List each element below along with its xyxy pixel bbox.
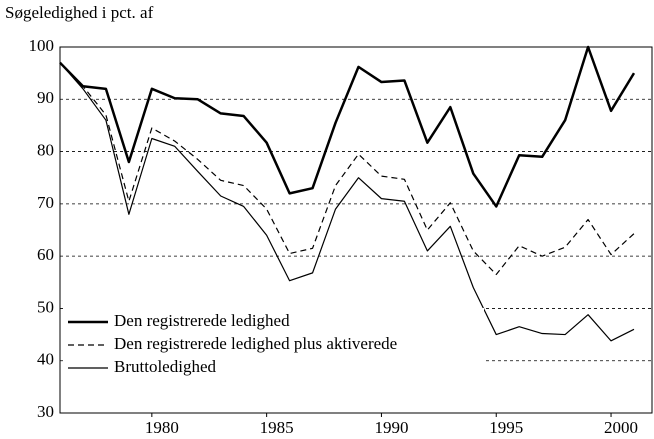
x-tick-label: 2000: [604, 418, 638, 437]
legend-label: Bruttoledighed: [114, 357, 216, 376]
y-tick-label: 40: [37, 350, 54, 369]
series-line: [59, 45, 636, 208]
y-tick-label: 70: [37, 193, 54, 212]
y-axis-label: Søgeledighed i pct. af: [5, 3, 154, 22]
x-tick-label: 1985: [260, 418, 294, 437]
x-tick-label: 1995: [489, 418, 523, 437]
y-tick-label: 90: [37, 88, 54, 107]
y-tick-label: 100: [29, 36, 55, 55]
y-tick-label: 30: [37, 402, 54, 421]
x-tick-label: 1980: [145, 418, 179, 437]
x-tick-label: 1990: [374, 418, 408, 437]
series-line: [59, 62, 635, 342]
y-tick-label: 80: [37, 140, 54, 159]
legend-label: Den registrerede ledighed: [114, 311, 290, 330]
legend-label: Den registrerede ledighed plus aktivered…: [114, 334, 397, 353]
plot-frame: [59, 46, 653, 414]
legend-box: [64, 308, 484, 388]
y-tick-label: 50: [37, 297, 54, 316]
y-tick-label: 60: [37, 245, 54, 264]
series-line: [59, 62, 635, 276]
